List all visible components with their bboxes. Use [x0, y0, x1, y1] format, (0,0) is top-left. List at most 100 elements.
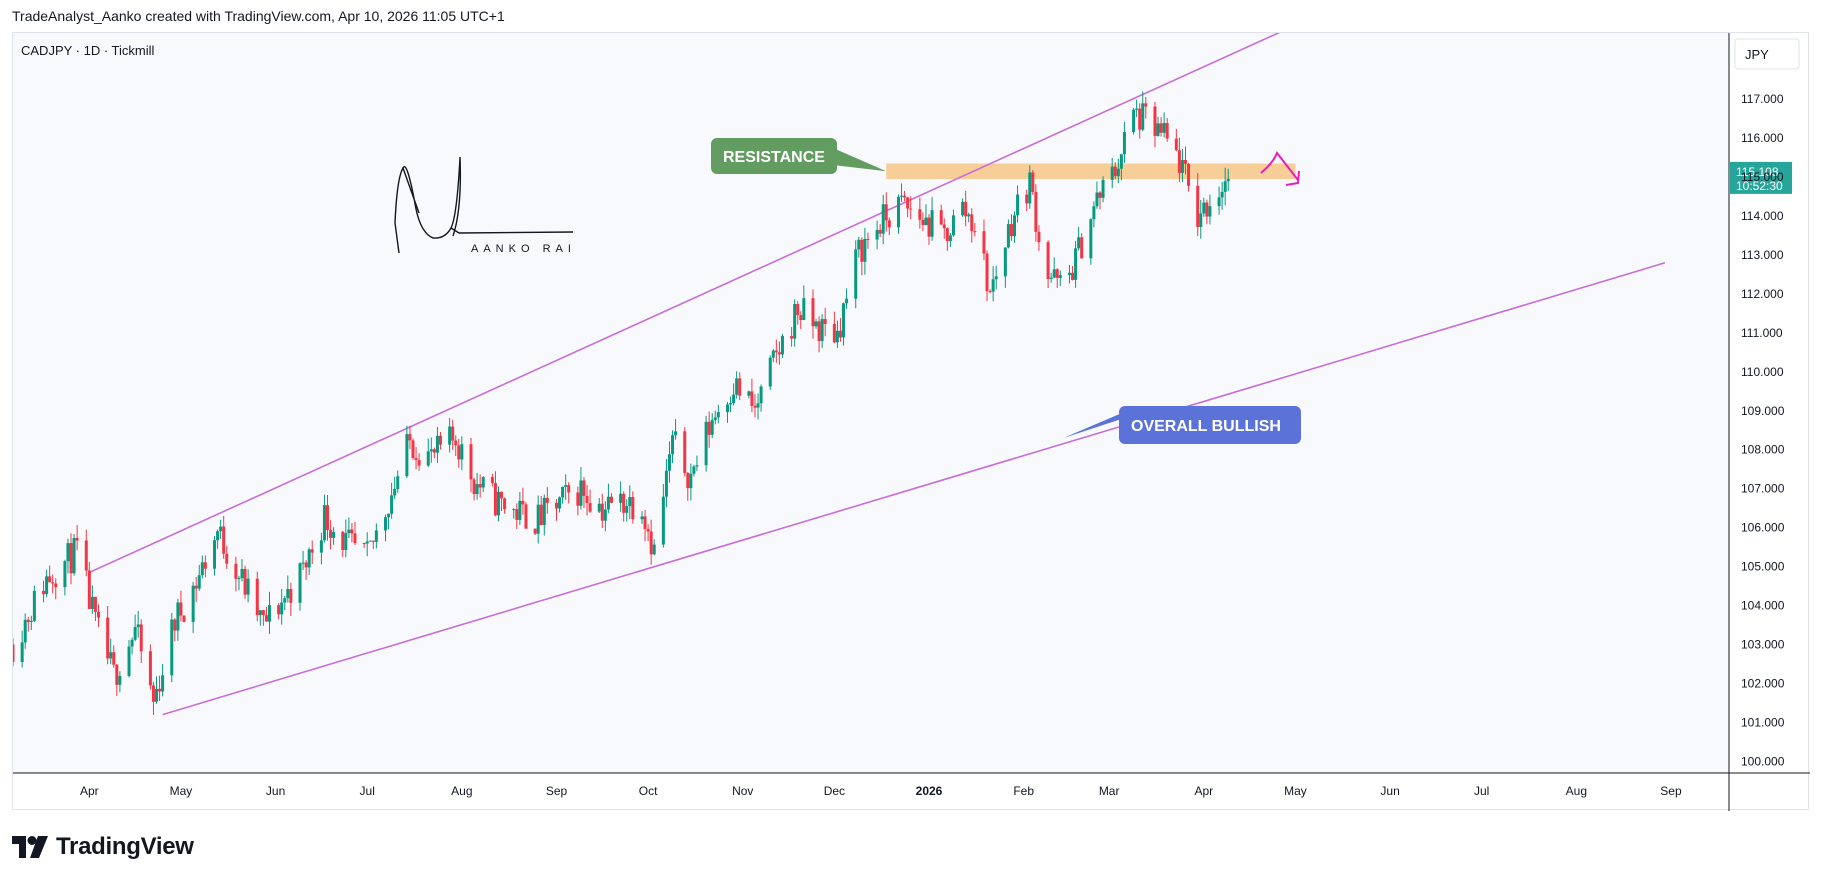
- candle[interactable]: [991, 266, 995, 302]
- candle[interactable]: [942, 218, 946, 239]
- candle[interactable]: [448, 418, 452, 453]
- candle[interactable]: [704, 415, 708, 472]
- candle[interactable]: [903, 190, 907, 202]
- candle[interactable]: [649, 519, 653, 565]
- candle[interactable]: [322, 494, 326, 543]
- candle[interactable]: [29, 615, 33, 631]
- candle[interactable]: [1034, 184, 1038, 242]
- candle[interactable]: [1077, 226, 1081, 251]
- candle[interactable]: [1113, 162, 1117, 180]
- candle[interactable]: [1226, 168, 1230, 192]
- candle[interactable]: [496, 486, 500, 522]
- candle[interactable]: [1156, 116, 1160, 137]
- candle[interactable]: [1058, 270, 1062, 286]
- candle[interactable]: [490, 473, 494, 487]
- candle[interactable]: [863, 227, 867, 275]
- candle[interactable]: [1052, 257, 1056, 279]
- candle[interactable]: [973, 222, 977, 237]
- candle[interactable]: [286, 575, 290, 603]
- candle[interactable]: [832, 311, 836, 344]
- candle[interactable]: [54, 578, 58, 600]
- candle[interactable]: [878, 224, 882, 238]
- candle[interactable]: [518, 491, 522, 526]
- candle[interactable]: [842, 302, 846, 346]
- candle[interactable]: [725, 402, 729, 423]
- candle[interactable]: [45, 569, 49, 598]
- candle[interactable]: [951, 209, 955, 237]
- candle[interactable]: [1132, 107, 1136, 135]
- candle[interactable]: [1119, 153, 1123, 181]
- candle[interactable]: [588, 489, 592, 513]
- candle[interactable]: [597, 498, 601, 514]
- candle[interactable]: [945, 227, 949, 251]
- candle[interactable]: [387, 513, 391, 530]
- candle[interactable]: [780, 333, 784, 358]
- candle[interactable]: [683, 427, 687, 477]
- candle[interactable]: [643, 509, 647, 542]
- candle[interactable]: [478, 474, 482, 498]
- candle[interactable]: [606, 483, 610, 514]
- candlestick-chart[interactable]: RESISTANCE OVERALL BULLISH 115.10810:52:30…: [13, 33, 1810, 811]
- candle[interactable]: [451, 419, 455, 451]
- candle[interactable]: [158, 675, 162, 701]
- candle[interactable]: [429, 437, 433, 463]
- candle[interactable]: [194, 577, 198, 603]
- candle[interactable]: [1003, 247, 1007, 288]
- candle[interactable]: [426, 438, 430, 468]
- candle[interactable]: [539, 496, 543, 526]
- candle[interactable]: [667, 441, 671, 483]
- candle[interactable]: [261, 609, 265, 626]
- candle[interactable]: [200, 555, 204, 579]
- candle[interactable]: [432, 447, 436, 459]
- candle[interactable]: [906, 196, 910, 218]
- candle[interactable]: [1037, 225, 1041, 251]
- candle[interactable]: [93, 596, 97, 621]
- candle[interactable]: [411, 438, 415, 460]
- candle[interactable]: [139, 619, 143, 664]
- candle[interactable]: [564, 474, 568, 500]
- candle[interactable]: [1046, 240, 1050, 289]
- candle[interactable]: [112, 645, 116, 668]
- candle[interactable]: [374, 523, 378, 549]
- candle[interactable]: [155, 676, 159, 704]
- candle[interactable]: [579, 467, 583, 510]
- candle[interactable]: [619, 481, 623, 512]
- candle[interactable]: [640, 511, 644, 524]
- candle[interactable]: [1006, 219, 1010, 249]
- candle[interactable]: [756, 393, 760, 420]
- candle[interactable]: [457, 438, 461, 468]
- candle[interactable]: [130, 637, 134, 655]
- candle[interactable]: [567, 482, 571, 504]
- candle[interactable]: [860, 237, 864, 276]
- chart-panel[interactable]: RESISTANCE OVERALL BULLISH 115.108 10:52:30…: [12, 32, 1810, 811]
- candle[interactable]: [930, 197, 934, 241]
- candle[interactable]: [460, 436, 464, 471]
- candle[interactable]: [118, 671, 122, 693]
- candle[interactable]: [136, 610, 140, 638]
- candle[interactable]: [310, 540, 314, 565]
- candle[interactable]: [515, 503, 519, 529]
- candle[interactable]: [790, 327, 794, 347]
- candle[interactable]: [26, 616, 30, 632]
- candle[interactable]: [1135, 99, 1139, 118]
- candle[interactable]: [1074, 241, 1078, 288]
- candle[interactable]: [817, 316, 821, 353]
- candle[interactable]: [875, 220, 879, 250]
- candle[interactable]: [237, 575, 241, 591]
- candle[interactable]: [671, 430, 675, 464]
- candle[interactable]: [234, 556, 238, 592]
- candle[interactable]: [258, 609, 262, 626]
- candle[interactable]: [536, 495, 540, 544]
- candle[interactable]: [661, 484, 665, 548]
- candle[interactable]: [561, 486, 565, 504]
- candle[interactable]: [845, 288, 849, 309]
- candle[interactable]: [243, 565, 247, 599]
- resistance-zone[interactable]: [886, 163, 1296, 180]
- candle[interactable]: [127, 640, 131, 678]
- candle[interactable]: [881, 194, 885, 245]
- candle[interactable]: [695, 455, 699, 471]
- candle[interactable]: [689, 463, 693, 501]
- candle[interactable]: [20, 630, 24, 668]
- candle[interactable]: [106, 605, 110, 665]
- candle[interactable]: [222, 516, 226, 559]
